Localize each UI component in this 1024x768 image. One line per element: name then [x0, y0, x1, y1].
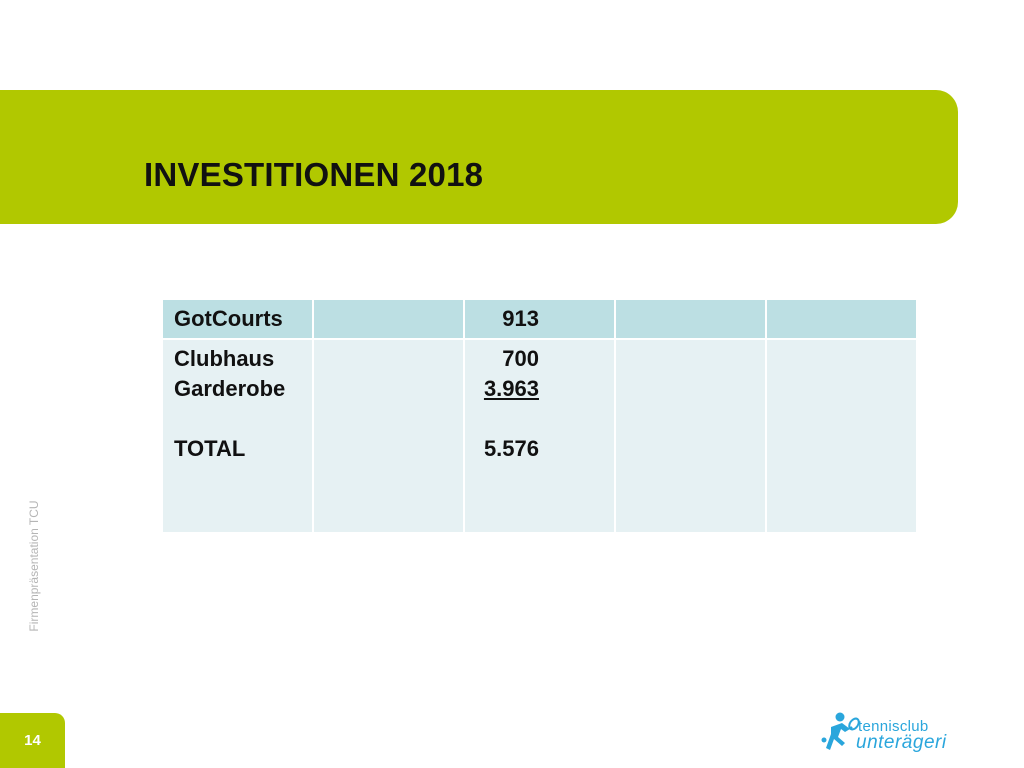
row-label-total: TOTAL	[174, 436, 246, 461]
table-cell: Clubhaus Garderobe TOTAL	[163, 340, 312, 532]
value-total: 5.576	[483, 436, 539, 461]
page-number-badge: 14	[0, 713, 65, 768]
table-cell	[314, 340, 463, 532]
table-cell: 913	[465, 300, 614, 338]
club-logo: tennisclub unterägeri	[818, 710, 968, 760]
page-number: 14	[24, 732, 41, 749]
value-garderobe: 3.963	[465, 374, 539, 404]
value-stack: 700 3.963 5.576	[465, 340, 614, 464]
slide-title: INVESTITIONEN 2018	[144, 156, 484, 193]
tennis-player-icon	[821, 712, 860, 750]
title-band	[0, 90, 958, 224]
label-stack: Clubhaus Garderobe TOTAL	[163, 340, 312, 464]
table-cell	[616, 340, 765, 532]
table-cell	[767, 300, 916, 338]
header-label: GotCourts	[174, 306, 283, 331]
table-cell	[616, 300, 765, 338]
row-label-clubhaus: Clubhaus	[174, 346, 275, 371]
investment-table: GotCourts 913 Clubhaus Garderobe TO	[161, 298, 918, 534]
row-label-garderobe: Garderobe	[174, 376, 286, 401]
table-cell: 700 3.963 5.576	[465, 340, 614, 532]
header-value: 913	[502, 306, 539, 331]
table-body-row: Clubhaus Garderobe TOTAL 700 3.963 5.576	[163, 340, 916, 532]
value-garderobe-text: 3.963	[483, 376, 539, 401]
side-label: Firmenpräsentation TCU	[27, 500, 41, 632]
table-cell: GotCourts	[163, 300, 312, 338]
logo-text-unterageri: unterägeri	[856, 732, 947, 753]
table-cell	[314, 300, 463, 338]
table-cell	[767, 340, 916, 532]
logo-text-tennisclub: tennisclub	[858, 718, 929, 735]
table-header-row: GotCourts 913	[163, 300, 916, 338]
spacer	[465, 404, 614, 434]
spacer	[163, 404, 312, 434]
value-clubhaus: 700	[502, 346, 539, 371]
